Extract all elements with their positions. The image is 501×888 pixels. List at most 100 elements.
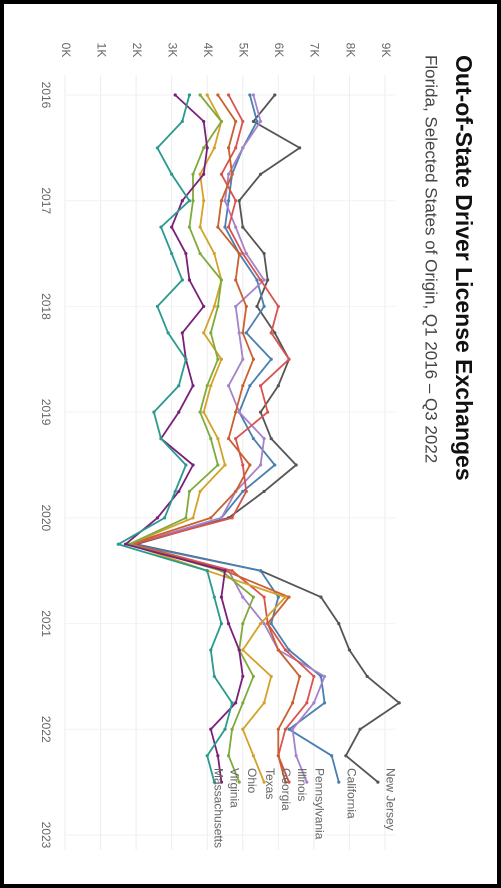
point xyxy=(241,357,245,361)
y-tick-label: 9K xyxy=(379,43,393,58)
point xyxy=(269,621,273,626)
point xyxy=(202,172,206,176)
point xyxy=(198,93,202,97)
point xyxy=(241,225,245,229)
point xyxy=(262,701,266,705)
point xyxy=(202,410,206,414)
point xyxy=(223,727,227,731)
point xyxy=(234,701,238,705)
point xyxy=(337,621,341,626)
point xyxy=(244,331,248,335)
point xyxy=(191,463,195,467)
point xyxy=(276,384,280,388)
point xyxy=(216,754,220,758)
point xyxy=(269,331,273,335)
y-tick-label: 2K xyxy=(130,43,144,58)
point xyxy=(266,621,270,626)
point xyxy=(244,489,248,494)
point xyxy=(226,436,231,441)
point xyxy=(198,489,202,494)
point xyxy=(244,304,248,309)
point xyxy=(187,199,192,203)
point xyxy=(202,119,206,124)
point xyxy=(287,727,291,731)
point xyxy=(212,146,216,150)
point xyxy=(219,780,224,784)
y-tick-label: 3K xyxy=(165,43,179,58)
point xyxy=(170,172,174,176)
point xyxy=(212,251,216,256)
point xyxy=(226,93,231,97)
y-tick-label: 1K xyxy=(94,43,108,58)
point xyxy=(184,251,188,256)
point xyxy=(219,595,224,599)
point xyxy=(241,119,245,124)
point xyxy=(184,357,188,361)
point xyxy=(251,93,256,97)
point xyxy=(209,727,213,731)
point xyxy=(202,331,206,335)
point xyxy=(198,225,202,229)
point xyxy=(205,93,209,97)
point xyxy=(269,674,273,679)
point xyxy=(177,384,181,388)
point xyxy=(226,225,231,229)
point xyxy=(170,251,174,256)
point xyxy=(241,489,245,494)
point xyxy=(170,225,174,229)
point xyxy=(273,463,277,467)
point xyxy=(202,304,206,309)
point xyxy=(184,463,188,467)
y-tick-label: 4K xyxy=(201,43,215,58)
point xyxy=(244,251,248,256)
point xyxy=(276,648,280,652)
point xyxy=(216,93,220,97)
point xyxy=(305,701,309,705)
point xyxy=(251,119,256,124)
x-tick-label: 2020 xyxy=(39,505,53,532)
point xyxy=(255,119,259,124)
point xyxy=(234,489,238,494)
point xyxy=(255,278,259,282)
point xyxy=(219,621,224,626)
point xyxy=(155,146,160,150)
point xyxy=(234,278,238,282)
point xyxy=(234,436,238,441)
point xyxy=(159,436,163,441)
chart-subtitle: Florida, Selected States of Origin, Q1 2… xyxy=(422,55,441,463)
point xyxy=(276,595,280,599)
point xyxy=(202,146,206,150)
point xyxy=(216,463,220,467)
legend-label: California xyxy=(345,768,359,819)
point xyxy=(251,674,256,679)
point xyxy=(116,542,120,546)
point xyxy=(276,754,280,758)
point xyxy=(237,199,241,203)
point xyxy=(180,331,184,335)
point xyxy=(298,146,302,150)
point xyxy=(230,727,234,731)
point xyxy=(266,278,270,282)
point xyxy=(219,357,224,361)
y-tick-label: 8K xyxy=(343,43,357,58)
point xyxy=(262,621,266,626)
point xyxy=(198,172,202,176)
point xyxy=(294,754,298,758)
point xyxy=(319,595,323,599)
point xyxy=(262,595,266,599)
point xyxy=(287,357,291,361)
legend-label: Pennsylvania xyxy=(313,768,327,840)
point xyxy=(187,93,192,97)
point xyxy=(344,754,348,758)
point xyxy=(205,754,209,758)
point xyxy=(251,357,256,361)
point xyxy=(166,331,170,335)
point xyxy=(241,648,245,652)
point xyxy=(173,489,177,494)
point xyxy=(248,384,252,388)
point xyxy=(241,674,245,679)
point xyxy=(234,199,238,203)
point xyxy=(219,172,224,176)
x-tick-label: 2016 xyxy=(39,82,53,109)
point xyxy=(262,489,266,494)
